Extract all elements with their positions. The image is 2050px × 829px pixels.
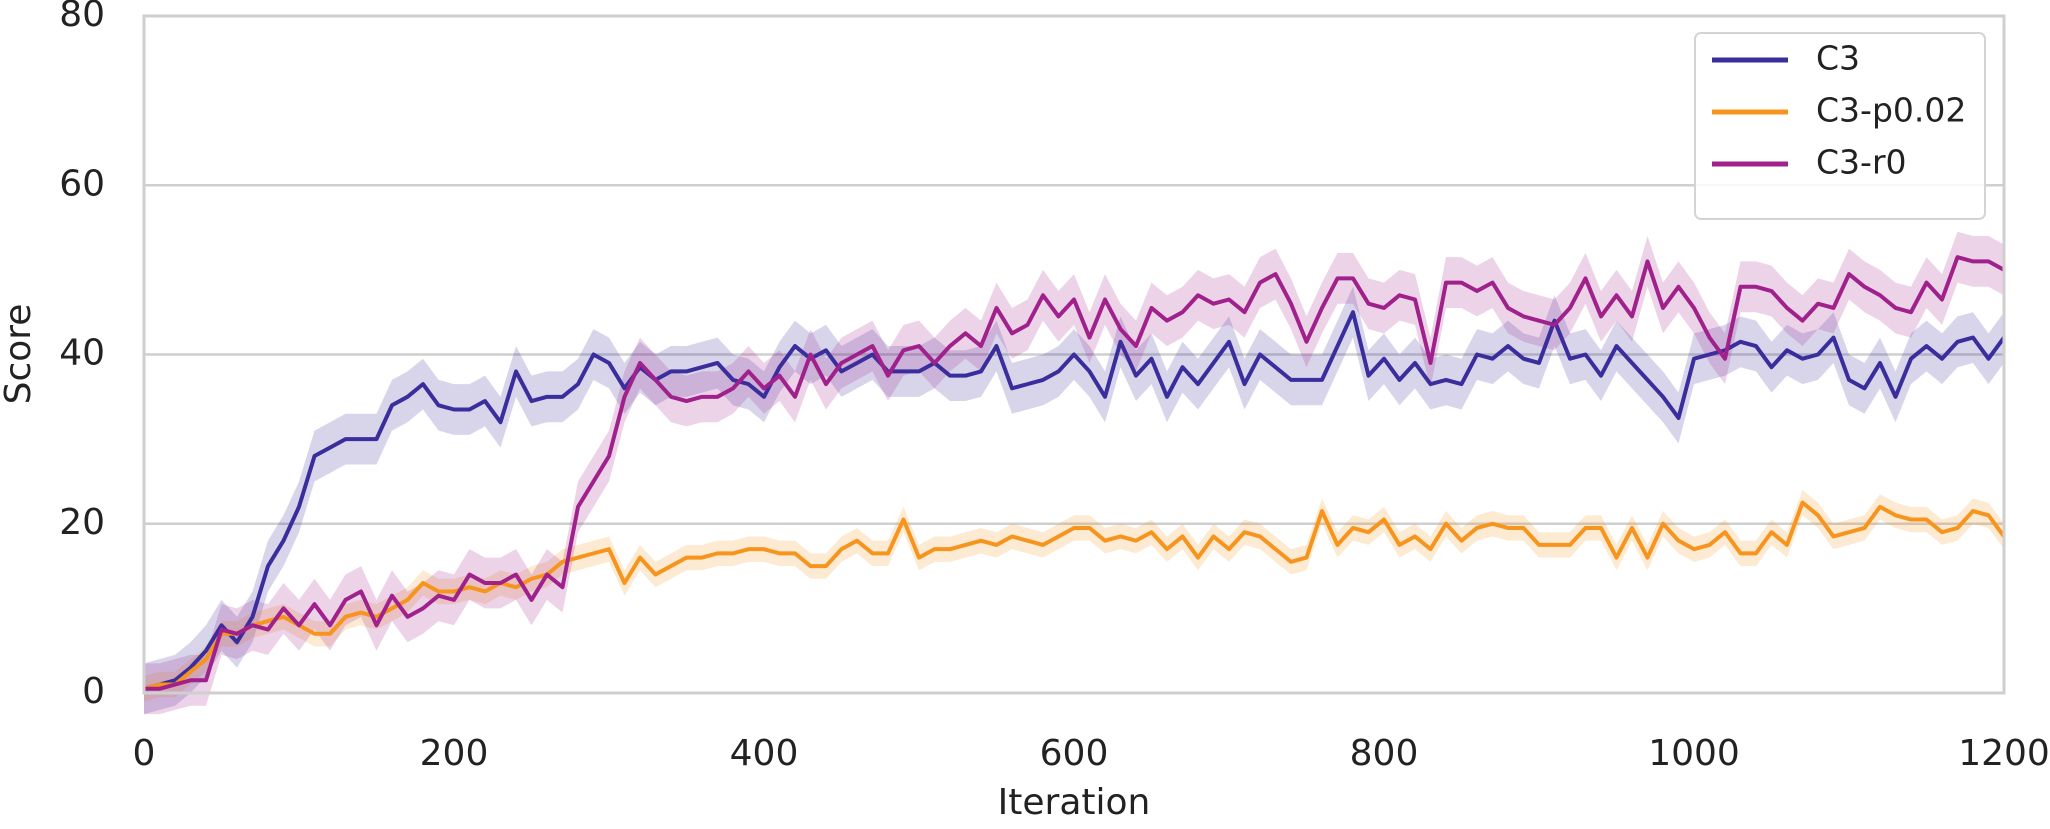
y-axis-label: Score [0,304,39,405]
series-line [143,500,2006,691]
x-tick-label: 1000 [1648,733,1740,774]
x-tick-label: 800 [1350,733,1419,774]
series-line [143,310,2006,691]
y-tick-label: 60 [59,163,105,204]
y-tick-label: 0 [82,671,105,712]
legend-label: C3-p0.02 [1816,91,1966,130]
error-band [144,231,2004,715]
y-tick-label: 20 [59,502,105,543]
legend-box [1694,32,1986,220]
y-tick-label: 80 [59,0,105,35]
x-tick-label: 0 [133,733,156,774]
x-tick-label: 400 [730,733,799,774]
x-tick-label: 1200 [1958,733,2050,774]
error-band [144,286,2004,715]
plot-frame [142,14,2006,695]
y-tick-label: 40 [59,333,105,374]
x-tick-label: 200 [420,733,489,774]
legend-label: C3 [1816,39,1860,78]
series-line [144,255,2005,691]
legend-label: C3-r0 [1816,143,1907,182]
x-axis-label: Iteration [998,782,1151,823]
x-tick-label: 600 [1040,733,1109,774]
